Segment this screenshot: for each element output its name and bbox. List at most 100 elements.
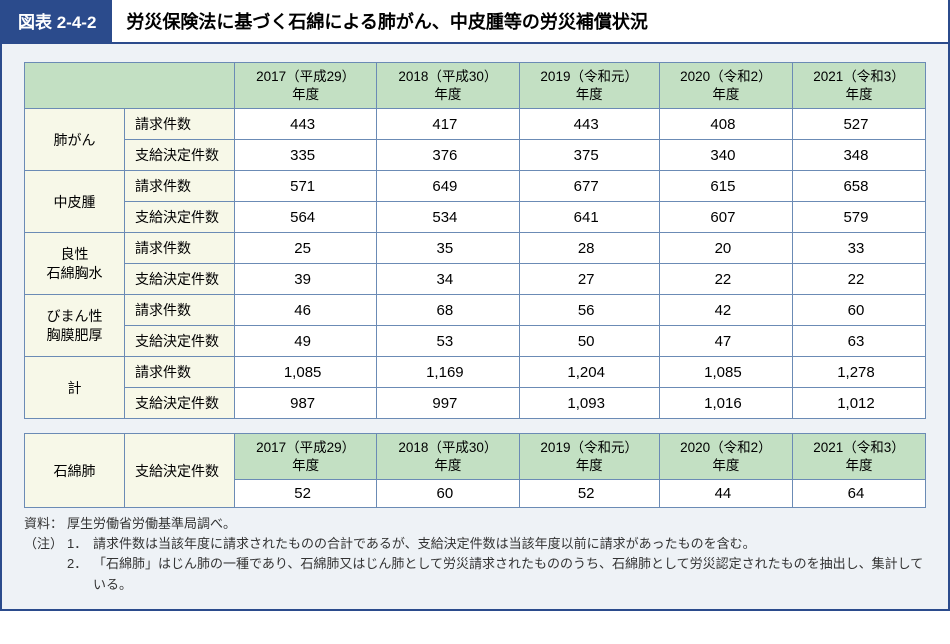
value-cell: 579: [792, 202, 925, 233]
main-table-body: 肺がん請求件数443417443408527支給決定件数335376375340…: [25, 109, 926, 419]
value-cell: 44: [659, 480, 792, 508]
value-cell: 376: [377, 140, 519, 171]
source-label: 資料：: [24, 514, 67, 534]
sub-cell: 請求件数: [125, 357, 235, 388]
year-header: 2020（令和2）年度: [659, 434, 792, 480]
category-cell: 石綿肺: [25, 434, 125, 508]
value-cell: 47: [659, 326, 792, 357]
value-cell: 53: [377, 326, 519, 357]
notes-row: （注） 1． 請求件数は当該年度に請求されたものの合計であるが、支給決定件数は当…: [24, 534, 926, 594]
value-cell: 1,012: [792, 388, 925, 419]
main-table: 2017（平成29）年度 2018（平成30）年度 2019（令和元）年度 20…: [24, 62, 926, 419]
year-header: 2020（令和2）年度: [659, 63, 792, 109]
value-cell: 22: [659, 264, 792, 295]
value-cell: 27: [519, 264, 659, 295]
data-row: 中皮腫請求件数571649677615658: [25, 171, 926, 202]
sub-cell: 支給決定件数: [125, 388, 235, 419]
note-item: 1． 請求件数は当該年度に請求されたものの合計であるが、支給決定件数は当該年度以…: [67, 534, 926, 554]
value-cell: 408: [659, 109, 792, 140]
sub-cell: 請求件数: [125, 171, 235, 202]
data-row: 支給決定件数4953504763: [25, 326, 926, 357]
value-cell: 25: [235, 233, 377, 264]
value-cell: 417: [377, 109, 519, 140]
source-row: 資料： 厚生労働省労働基準局調べ。: [24, 514, 926, 534]
category-cell: 中皮腫: [25, 171, 125, 233]
value-cell: 527: [792, 109, 925, 140]
year-header: 2018（平成30）年度: [377, 63, 519, 109]
sub-cell: 請求件数: [125, 109, 235, 140]
sub-cell: 支給決定件数: [125, 326, 235, 357]
category-cell: 良性石綿胸水: [25, 233, 125, 295]
value-cell: 987: [235, 388, 377, 419]
header-row: 石綿肺 支給決定件数 2017（平成29）年度 2018（平成30）年度 201…: [25, 434, 926, 480]
value-cell: 997: [377, 388, 519, 419]
sub-cell: 支給決定件数: [125, 140, 235, 171]
value-cell: 375: [519, 140, 659, 171]
year-header: 2021（令和3）年度: [792, 434, 925, 480]
value-cell: 60: [377, 480, 519, 508]
value-cell: 46: [235, 295, 377, 326]
figure-title: 労災保険法に基づく石綿による肺がん、中皮腫等の労災補償状況: [112, 0, 948, 42]
value-cell: 63: [792, 326, 925, 357]
value-cell: 52: [519, 480, 659, 508]
value-cell: 33: [792, 233, 925, 264]
sub-cell: 請求件数: [125, 233, 235, 264]
value-cell: 52: [235, 480, 377, 508]
value-cell: 64: [792, 480, 925, 508]
sub-cell: 支給決定件数: [125, 434, 235, 508]
note-number: 2．: [67, 554, 93, 594]
value-cell: 1,169: [377, 357, 519, 388]
value-cell: 335: [235, 140, 377, 171]
notes-block: 資料： 厚生労働省労働基準局調べ。 （注） 1． 請求件数は当該年度に請求された…: [24, 514, 926, 595]
value-cell: 60: [792, 295, 925, 326]
value-cell: 1,204: [519, 357, 659, 388]
value-cell: 649: [377, 171, 519, 202]
value-cell: 1,016: [659, 388, 792, 419]
value-cell: 1,093: [519, 388, 659, 419]
sub-cell: 支給決定件数: [125, 264, 235, 295]
data-row: 支給決定件数3934272222: [25, 264, 926, 295]
figure-tag: 図表 2-4-2: [2, 0, 112, 42]
value-cell: 56: [519, 295, 659, 326]
sub-cell: 請求件数: [125, 295, 235, 326]
value-cell: 348: [792, 140, 925, 171]
value-cell: 677: [519, 171, 659, 202]
value-cell: 534: [377, 202, 519, 233]
value-cell: 443: [235, 109, 377, 140]
title-bar: 図表 2-4-2 労災保険法に基づく石綿による肺がん、中皮腫等の労災補償状況: [2, 0, 948, 44]
data-row: 計請求件数1,0851,1691,2041,0851,278: [25, 357, 926, 388]
note-text: 請求件数は当該年度に請求されたものの合計であるが、支給決定件数は当該年度以前に請…: [93, 534, 756, 554]
source-text: 厚生労働省労働基準局調べ。: [67, 514, 926, 534]
header-row: 2017（平成29）年度 2018（平成30）年度 2019（令和元）年度 20…: [25, 63, 926, 109]
note-number: 1．: [67, 534, 93, 554]
value-cell: 20: [659, 233, 792, 264]
note-text: 「石綿肺」はじん肺の一種であり、石綿肺又はじん肺として労災請求されたもののうち、…: [93, 554, 926, 594]
year-header: 2017（平成29）年度: [235, 63, 377, 109]
value-cell: 607: [659, 202, 792, 233]
year-header: 2019（令和元）年度: [519, 63, 659, 109]
category-cell: 肺がん: [25, 109, 125, 171]
sub-cell: 支給決定件数: [125, 202, 235, 233]
year-header: 2019（令和元）年度: [519, 434, 659, 480]
value-cell: 658: [792, 171, 925, 202]
notes-list: 1． 請求件数は当該年度に請求されたものの合計であるが、支給決定件数は当該年度以…: [67, 534, 926, 594]
value-cell: 1,085: [659, 357, 792, 388]
value-cell: 1,085: [235, 357, 377, 388]
data-row: 支給決定件数335376375340348: [25, 140, 926, 171]
value-cell: 42: [659, 295, 792, 326]
year-header: 2018（平成30）年度: [377, 434, 519, 480]
figure-frame: 図表 2-4-2 労災保険法に基づく石綿による肺がん、中皮腫等の労災補償状況 2…: [0, 0, 950, 611]
data-row: 良性石綿胸水請求件数2535282033: [25, 233, 926, 264]
value-cell: 22: [792, 264, 925, 295]
data-row: びまん性胸膜肥厚請求件数4668564260: [25, 295, 926, 326]
data-row: 支給決定件数564534641607579: [25, 202, 926, 233]
data-row: 支給決定件数9879971,0931,0161,012: [25, 388, 926, 419]
value-cell: 1,278: [792, 357, 925, 388]
content-area: 2017（平成29）年度 2018（平成30）年度 2019（令和元）年度 20…: [2, 44, 948, 609]
value-cell: 564: [235, 202, 377, 233]
note-item: 2． 「石綿肺」はじん肺の一種であり、石綿肺又はじん肺として労災請求されたものの…: [67, 554, 926, 594]
value-cell: 641: [519, 202, 659, 233]
header-corner: [25, 63, 235, 109]
value-cell: 340: [659, 140, 792, 171]
data-row: 肺がん請求件数443417443408527: [25, 109, 926, 140]
